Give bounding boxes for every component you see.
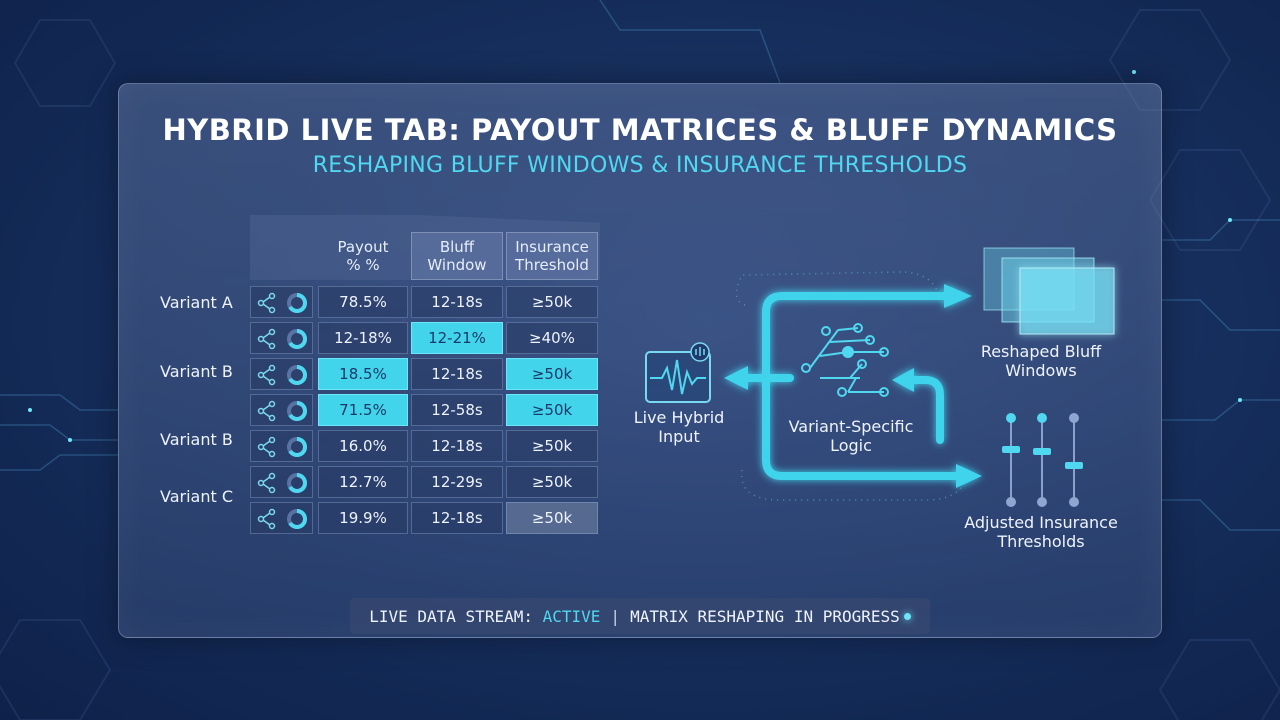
- flow-label-variant-specific-logic: Variant-Specific Logic: [788, 417, 914, 455]
- share-icon: [257, 364, 276, 386]
- matrix-cell-payout: 16.0%: [318, 430, 408, 462]
- decision-tree-icon: [801, 323, 889, 397]
- matrix-cell-insurance: ≥50k: [506, 358, 598, 390]
- donut-gauge-icon: [287, 328, 307, 349]
- share-icon: [257, 472, 276, 494]
- matrix-cell-bluff: 12-58s: [411, 394, 503, 426]
- matrix-cell-insurance: ≥50k: [506, 394, 598, 426]
- page-title: HYBRID LIVE TAB: PAYOUT MATRICES & BLUFF…: [162, 113, 1118, 147]
- slider-controls-icon: [1002, 413, 1083, 507]
- page-subtitle: RESHAPING BLUFF WINDOWS & INSURANCE THRE…: [312, 153, 968, 178]
- column-header-insurance-threshold: Insurance Threshold: [506, 232, 598, 280]
- row-icons-cell: [250, 322, 313, 354]
- share-icon: [257, 292, 276, 314]
- status-live-dot: [903, 612, 911, 620]
- matrix-cell-bluff: 12-18s: [411, 502, 503, 534]
- status-state: ACTIVE: [542, 606, 601, 626]
- row-label-variant-a: Variant A: [160, 293, 233, 312]
- share-icon: [257, 436, 276, 458]
- column-header-bluff-label: Bluff Window: [427, 238, 487, 274]
- column-header-payout: Payout % %: [318, 232, 408, 280]
- status-bar: LIVE DATA STREAM: ACTIVE | MATRIX RESHAPIN…: [350, 598, 930, 634]
- matrix-cell-insurance: ≥40%: [506, 322, 598, 354]
- matrix-cell-bluff: 12-18s: [411, 430, 503, 462]
- matrix-cell-payout: 12.7%: [318, 466, 408, 498]
- donut-gauge-icon: [287, 292, 307, 313]
- matrix-cell-insurance: ≥50k: [506, 502, 598, 534]
- column-header-insurance-label: Insurance Threshold: [515, 238, 589, 274]
- share-icon: [257, 328, 276, 350]
- matrix-cell-payout: 18.5%: [318, 358, 408, 390]
- matrix-cell-payout: 71.5%: [318, 394, 408, 426]
- matrix-cell-insurance: ≥50k: [506, 430, 598, 462]
- flow-arrow-to-bluff-windows: [762, 292, 950, 464]
- row-icons-cell: [250, 358, 313, 390]
- flow-arrow-feedback: [908, 376, 944, 444]
- row-icons-cell: [250, 286, 313, 318]
- flow-label-live-hybrid-input: Live Hybrid Input: [633, 408, 725, 446]
- status-message: MATRIX RESHAPING IN PROGRESS: [630, 606, 900, 626]
- table-header-band: [250, 215, 600, 280]
- row-label-variant-b-second: Variant B: [160, 430, 233, 449]
- row-label-variant-c: Variant C: [160, 487, 234, 506]
- row-icons-cell: [250, 466, 313, 498]
- flow-arrow-to-insurance-thresholds: [762, 456, 962, 480]
- status-separator: |: [610, 606, 621, 626]
- flow-label-adjusted-insurance-thresholds: Adjusted Insurance Thresholds: [964, 513, 1118, 551]
- matrix-cell-bluff: 12-29s: [411, 466, 503, 498]
- matrix-cell-payout: 12-18%: [318, 322, 408, 354]
- row-icons-cell: [250, 394, 313, 426]
- matrix-cell-bluff: 12-18s: [411, 286, 503, 318]
- share-icon: [257, 508, 276, 530]
- waveform-monitor-icon: [645, 342, 711, 403]
- matrix-cell-payout: 19.9%: [318, 502, 408, 534]
- flow-label-reshaped-bluff-windows: Reshaped Bluff Windows: [980, 342, 1102, 380]
- row-icons-cell: [250, 502, 313, 534]
- donut-gauge-icon: [287, 508, 307, 529]
- matrix-cell-bluff: 12-18s: [411, 358, 503, 390]
- matrix-cell-insurance: ≥50k: [506, 286, 598, 318]
- arrowhead-feedback: [892, 368, 914, 392]
- row-icons-cell: [250, 430, 313, 462]
- donut-gauge-icon: [287, 436, 307, 457]
- arrowhead-input: [724, 366, 748, 390]
- matrix-cell-payout: 78.5%: [318, 286, 408, 318]
- column-header-payout-label: Payout % %: [337, 238, 389, 274]
- row-label-variant-b: Variant B: [160, 362, 233, 381]
- donut-gauge-icon: [287, 364, 307, 385]
- share-icon: [257, 400, 276, 422]
- matrix-cell-insurance: ≥50k: [506, 466, 598, 498]
- stacked-windows-icon: [983, 247, 1115, 335]
- arrowhead-bluff-windows: [944, 284, 972, 308]
- donut-gauge-icon: [287, 400, 307, 421]
- matrix-cell-bluff: 12-21%: [411, 322, 503, 354]
- donut-gauge-icon: [287, 472, 307, 493]
- column-header-bluff-window: Bluff Window: [411, 232, 503, 280]
- arrowhead-insurance-thresholds: [956, 464, 982, 488]
- status-prefix: LIVE DATA STREAM:: [369, 606, 533, 626]
